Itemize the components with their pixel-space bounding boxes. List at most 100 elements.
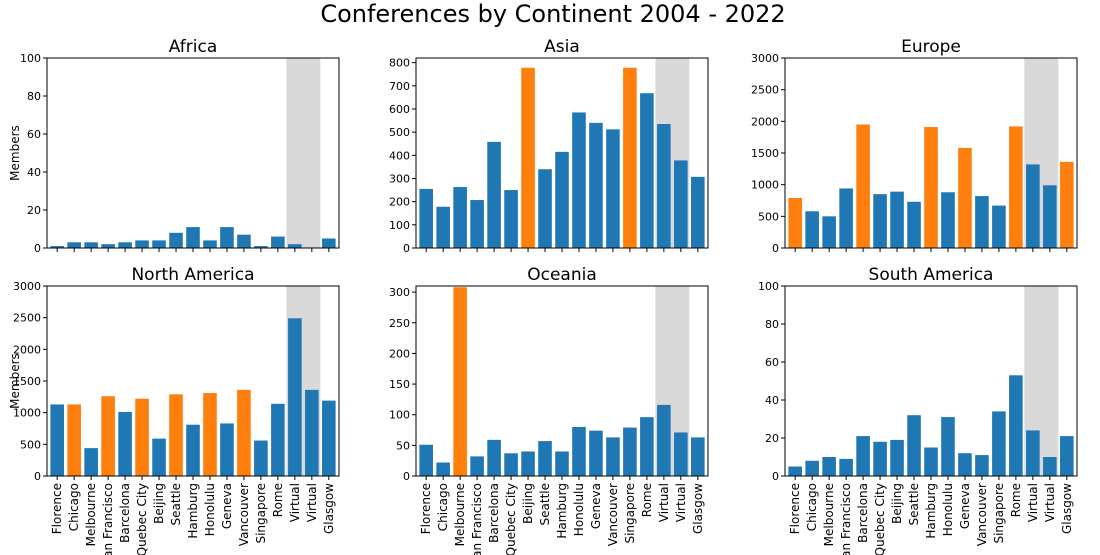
x-tick-label: Beijing [152, 483, 166, 524]
bar-oceania-chicago [436, 462, 450, 476]
panel-title: Asia [544, 37, 580, 57]
y-tick-label: 3000 [751, 52, 779, 65]
bar-asia-florence [419, 188, 433, 248]
x-tick-label: Florence [788, 483, 802, 534]
y-tick-label: 40 [27, 166, 41, 179]
y-tick-label: 20 [765, 432, 779, 445]
y-axis-label: Members [8, 353, 22, 409]
x-tick-label: Florence [50, 483, 64, 534]
x-tick-label: Melbourne [84, 483, 98, 546]
y-axis-label: Members [8, 125, 22, 181]
bar-north-america-barcelona [118, 412, 132, 476]
y-tick-label: 100 [389, 219, 410, 232]
x-tick-label: Singapore [623, 483, 637, 544]
x-tick-label: Seattle [907, 483, 921, 525]
y-tick-label: 2500 [13, 312, 41, 325]
bar-asia-barcelona [487, 141, 501, 248]
panel-africa: 0 20 40 60 80 100 Africa Members [8, 37, 340, 255]
bar-asia-geneva [589, 122, 603, 248]
x-tick-label: Virtual [657, 483, 671, 522]
bar-north-america-honolulu [203, 393, 217, 476]
bar-africa-san-francisco [101, 244, 115, 248]
panel-title: Africa [169, 37, 218, 57]
bar-asia-virtual [657, 124, 671, 248]
y-tick-label: 200 [389, 347, 410, 360]
bar-africa-vancouver [237, 234, 251, 248]
x-tick-label: Rome [1009, 483, 1023, 517]
x-tick-label: San Francisco [470, 483, 484, 555]
bar-south-america-honolulu [941, 417, 955, 476]
bar-north-america-chicago [67, 404, 81, 476]
bar-europe-san-francisco [839, 188, 853, 248]
x-tick-label: Beijing [521, 483, 535, 524]
bar-oceania-vancouver [606, 437, 620, 476]
bar-north-america-san-francisco [101, 396, 115, 476]
bar-africa-glasgow [322, 238, 336, 248]
bar-north-america-vancouver [237, 389, 251, 476]
y-tick-label: 50 [396, 439, 410, 452]
x-tick-label: Vancouver [237, 483, 251, 546]
panel-title: North America [131, 265, 254, 285]
y-tick-label: 100 [758, 280, 779, 293]
panel-title: Europe [901, 37, 961, 57]
bar-north-america-virtual [305, 389, 319, 476]
x-tick-label: Quebec City [873, 483, 887, 555]
x-tick-label: Beijing [890, 483, 904, 524]
x-tick-label: Barcelona [856, 483, 870, 543]
bar-asia-rome [640, 93, 654, 248]
bar-africa-chicago [67, 242, 81, 248]
x-tick-label: Hamburg [555, 483, 569, 539]
y-tick-label: 2000 [13, 343, 41, 356]
bar-north-america-florence [50, 404, 64, 476]
x-tick-label: Seattle [169, 483, 183, 525]
panels: 020406080100AfricaMembers010020030040050… [8, 37, 1078, 555]
y-tick-label: 60 [765, 356, 779, 369]
bar-south-america-geneva [958, 453, 972, 476]
y-tick-label: 150 [389, 378, 410, 391]
bar-south-america-quebec-city [873, 441, 887, 476]
y-tick-label: 200 [389, 196, 410, 209]
bar-asia-singapore [623, 67, 637, 248]
bar-north-america-hamburg [186, 424, 200, 476]
x-tick-label: Virtual [288, 483, 302, 522]
bar-asia-melbourne [453, 187, 467, 248]
bar-oceania-rome [640, 417, 654, 476]
y-tick-label: 2500 [751, 84, 779, 97]
y-tick-label: 300 [389, 286, 410, 299]
x-tick-label: Rome [640, 483, 654, 517]
x-tick-label: Honolulu [572, 483, 586, 536]
x-tick-label: Quebec City [504, 483, 518, 555]
y-tick-label: 3000 [13, 280, 41, 293]
bar-europe-seattle [907, 201, 921, 248]
bar-africa-seattle [169, 232, 183, 248]
y-tick-label: 400 [389, 149, 410, 162]
y-tick-label: 80 [27, 90, 41, 103]
bar-africa-florence [50, 246, 64, 248]
x-tick-label: Barcelona [487, 483, 501, 543]
y-tick-label: 700 [389, 80, 410, 93]
bar-africa-honolulu [203, 240, 217, 248]
bar-europe-beijing [890, 191, 904, 248]
x-tick-label: Geneva [220, 483, 234, 529]
x-tick-label: Quebec City [135, 483, 149, 555]
x-tick-label: Seattle [538, 483, 552, 525]
bar-europe-geneva [958, 147, 972, 248]
x-tick-label: Chicago [805, 483, 819, 531]
bar-oceania-melbourne [453, 287, 467, 476]
bar-asia-hamburg [555, 151, 569, 248]
bar-oceania-virtual [674, 432, 688, 476]
bar-oceania-hamburg [555, 451, 569, 476]
bar-oceania-geneva [589, 430, 603, 476]
bar-europe-virtual [1043, 185, 1057, 248]
bar-europe-chicago [805, 211, 819, 248]
panel-europe: 0 500 1000 1500 2000 2500 3000 Europe [751, 37, 1078, 255]
bar-asia-chicago [436, 206, 450, 248]
x-tick-label: Glasgow [322, 483, 336, 534]
y-tick-label: 80 [765, 318, 779, 331]
x-tick-label: Chicago [436, 483, 450, 531]
x-tick-label: Barcelona [118, 483, 132, 543]
y-tick-label: 100 [20, 52, 41, 65]
bar-africa-melbourne [84, 242, 98, 248]
